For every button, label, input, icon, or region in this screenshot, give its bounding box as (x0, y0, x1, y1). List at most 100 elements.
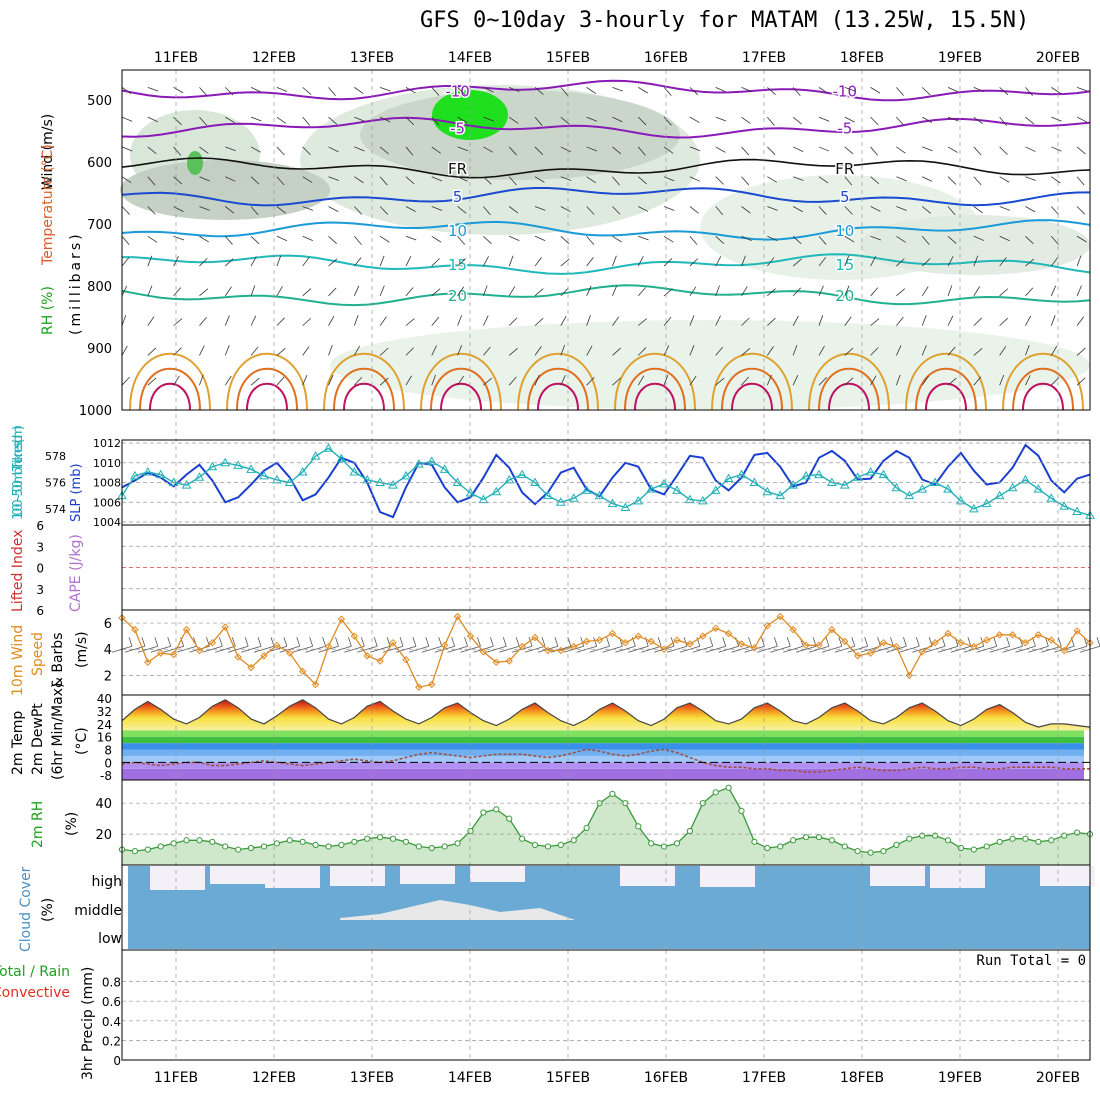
date-label-bottom: 12FEB (252, 1070, 296, 1086)
wind-speed-point (1034, 631, 1043, 639)
wind-speed-point (983, 636, 991, 644)
warm-contour (731, 382, 773, 411)
wind-barb (637, 287, 646, 297)
thickness-point (426, 456, 437, 465)
surface-wind-barb (270, 637, 275, 647)
wind-barb (818, 315, 824, 326)
warm-contour (808, 352, 890, 411)
warm-contour (323, 352, 405, 411)
wind-speed-point (208, 638, 217, 647)
rh-point (222, 843, 229, 850)
wind-barb (173, 287, 182, 297)
wind-barb (792, 116, 802, 125)
thickness-point (801, 470, 811, 480)
wind-barb (508, 146, 517, 156)
wind-barb (663, 345, 670, 356)
rh-point (983, 843, 990, 850)
warm-contour (624, 367, 686, 411)
rh-point (906, 835, 913, 842)
wind-barb (818, 87, 829, 94)
date-label-bottom: 13FEB (350, 1070, 394, 1086)
wind-barb (431, 316, 440, 326)
wind-barb (302, 146, 311, 156)
wind-speed-point (182, 625, 191, 634)
wind-speed-point (776, 612, 784, 621)
date-axis-top: 11FEB 12FEB 13FEB 14FEB 15FEB 16FEB 17FEB 18FEB… (154, 50, 1080, 66)
warm-contour (527, 367, 589, 411)
wind-barb (689, 375, 697, 386)
surface-wind-barb (218, 637, 223, 647)
wind-barb (405, 176, 415, 185)
surface-wind-barb (322, 637, 326, 647)
wind-barb (896, 374, 901, 386)
slp-tick-label: 1004 (93, 516, 121, 529)
wind-barb (1050, 285, 1057, 297)
surface-wind-barb (128, 637, 133, 647)
wind-barb (276, 255, 282, 267)
wind-barb (844, 146, 854, 155)
surface-wind-barb (202, 645, 223, 653)
wind-barb (637, 146, 646, 156)
wind-barb (405, 375, 412, 386)
rh-point (415, 843, 422, 850)
wind-barb (560, 176, 572, 181)
wind-speed-point (311, 680, 320, 689)
wind-speed-point (970, 642, 978, 651)
wind-speed-point (1047, 636, 1055, 644)
wind-barb (199, 316, 207, 326)
thickness-tick-label: 574 (45, 503, 66, 516)
wind-speed-point (298, 667, 307, 676)
wind-barb (457, 206, 467, 214)
isotherm-line (121, 79, 1091, 102)
rh-point (802, 834, 810, 841)
wind-barb (147, 116, 158, 123)
wind-barb (638, 235, 649, 241)
wind-speed-point (789, 625, 797, 634)
wind-barb (689, 176, 701, 182)
wind-barb (715, 235, 725, 244)
wind-barb (741, 116, 751, 124)
wind-barb (379, 377, 389, 386)
pressure-tick-label: 500 (87, 94, 112, 109)
wind-barb (302, 176, 313, 183)
thickness-point (981, 498, 992, 508)
cloud-gap (265, 866, 320, 888)
wind-barb (199, 87, 208, 96)
surface-wind-barb (718, 645, 739, 653)
wind-barb (715, 176, 724, 185)
wind-barb (947, 377, 957, 386)
thickness-point (956, 495, 966, 505)
wind-barb (276, 317, 285, 326)
wind-barb (741, 317, 750, 326)
wind-barb (767, 116, 775, 126)
thickness-point (155, 469, 166, 479)
wind-barb (225, 146, 236, 152)
wind10-label-c: & Barbs (50, 633, 66, 689)
warm-contour (517, 352, 599, 411)
wind-barb (173, 146, 182, 156)
warm-contour (226, 352, 308, 411)
temp-tick-label: -8 (100, 769, 112, 783)
surface-wind-barb (137, 645, 158, 653)
thickness-point (323, 443, 334, 452)
thickness-point (607, 498, 618, 508)
thickness-point (259, 470, 269, 480)
wind-barb (379, 235, 390, 243)
wind-barb (302, 235, 313, 241)
wind-barb (999, 235, 1010, 242)
wind-barb (973, 376, 982, 386)
wind-speed-point (1073, 627, 1081, 635)
wind-speed-point (337, 615, 346, 623)
surface-wind-barb (838, 637, 843, 647)
thickness-point (388, 480, 398, 489)
wind-barb (1025, 287, 1034, 297)
wind-speed-point (763, 621, 772, 630)
wind-barb (922, 176, 933, 182)
temp-tick-label: 32 (97, 705, 112, 719)
wind-speed-point (582, 637, 591, 646)
isotherm-label: 5 (840, 188, 850, 206)
thickness-point (1046, 493, 1057, 502)
wind-barb (1025, 258, 1035, 267)
wind-barb (637, 116, 647, 126)
isotherm-label: 20 (835, 287, 854, 305)
